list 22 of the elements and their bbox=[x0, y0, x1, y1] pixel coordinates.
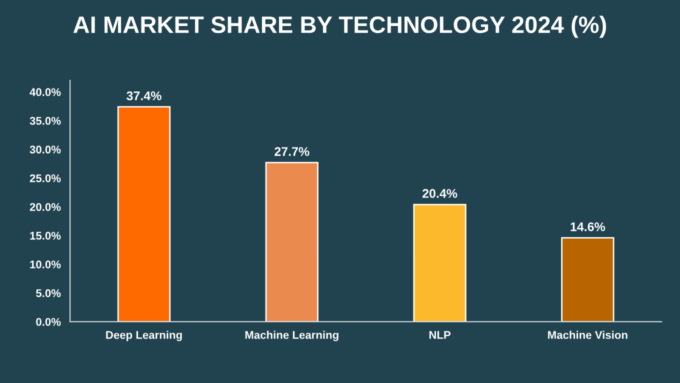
y-tick-label: 25.0% bbox=[30, 174, 61, 182]
data-label: 37.4% bbox=[126, 91, 162, 100]
data-label: 20.4% bbox=[422, 189, 458, 198]
bar bbox=[265, 162, 318, 322]
x-tick-label: Machine Learning bbox=[245, 330, 338, 342]
y-tick-label: 5.0% bbox=[36, 289, 61, 298]
bar bbox=[117, 106, 171, 322]
y-tick-label: 20.0% bbox=[30, 203, 61, 211]
x-tick-label: Deep Learning bbox=[106, 330, 182, 342]
y-tick-label: 10.0% bbox=[30, 260, 61, 268]
bar bbox=[413, 204, 466, 322]
x-tick-label: NLP bbox=[429, 331, 451, 339]
data-label: 27.7% bbox=[274, 147, 310, 156]
bar bbox=[561, 237, 614, 322]
y-tick-label: 35.0% bbox=[30, 116, 61, 125]
chart-title: AI MARKET SHARE BY TECHNOLOGY 2024 (%) bbox=[73, 16, 606, 38]
y-tick-label: 30.0% bbox=[30, 146, 61, 154]
y-tick-label: 0.0% bbox=[36, 318, 61, 326]
data-label: 14.6% bbox=[570, 222, 606, 232]
y-tick-label: 40.0% bbox=[30, 88, 61, 96]
x-tick-label: Machine Vision bbox=[548, 330, 628, 339]
y-tick-label: 15.0% bbox=[30, 232, 61, 240]
